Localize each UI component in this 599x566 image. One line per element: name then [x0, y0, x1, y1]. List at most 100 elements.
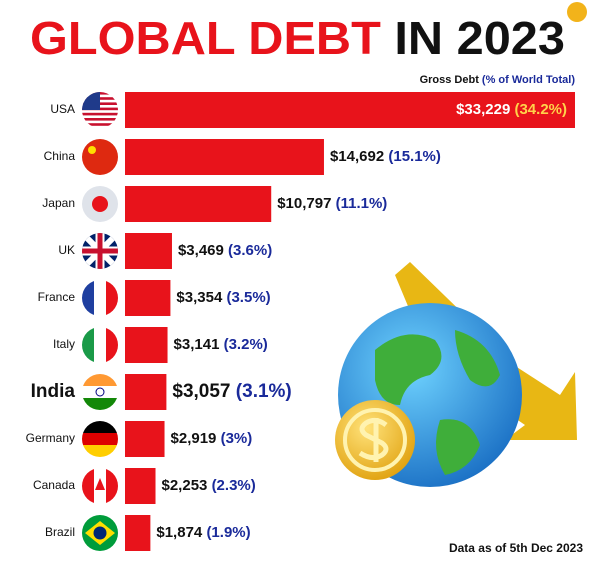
share-text: (11.1%): [336, 195, 388, 212]
flag: [82, 515, 118, 551]
value-text: $1,874: [156, 524, 203, 541]
flag-part: [94, 327, 106, 363]
share-text: (3.2%): [224, 336, 268, 353]
share-text: (15.1%): [388, 148, 441, 165]
flag-part: [82, 433, 118, 445]
share-text: (34.2%): [514, 101, 567, 118]
title-rest: IN 2023: [394, 12, 565, 64]
value-label: $33,229 (34.2%): [456, 101, 567, 118]
flag: [82, 327, 118, 363]
flag-part: [92, 196, 108, 212]
category-label: Canada: [33, 478, 75, 492]
bar: [125, 139, 324, 175]
category-label: Brazil: [45, 525, 75, 539]
category-label: France: [38, 290, 76, 304]
value-label: $14,692 (15.1%): [330, 148, 441, 165]
value-text: $14,692: [330, 148, 384, 165]
bar: [125, 515, 151, 551]
flag: [82, 374, 118, 410]
value-text: $3,354: [176, 289, 223, 306]
flag-inner: [82, 421, 118, 457]
category-label: India: [31, 381, 76, 402]
flag-inner: [82, 515, 118, 551]
flag-part: [82, 421, 118, 433]
flag: [82, 186, 118, 222]
flag-part: [82, 118, 118, 121]
value-label: $3,057 (3.1%): [172, 381, 291, 402]
decoration: [335, 2, 587, 487]
flag-part: [82, 398, 118, 410]
chart-title: GLOBAL DEBT IN 2023: [30, 12, 565, 64]
flag-part: [106, 468, 118, 504]
share-text: (3%): [221, 430, 253, 447]
bar: [125, 327, 168, 363]
share-text: (1.9%): [206, 524, 250, 541]
flag-part: [93, 526, 107, 540]
bar: [125, 421, 165, 457]
subtitle: Gross Debt (% of World Total): [420, 74, 576, 86]
flag-part: [95, 478, 105, 490]
value-label: $3,354 (3.5%): [176, 289, 270, 306]
flag-part: [106, 327, 118, 363]
value-text: $3,469: [178, 242, 224, 259]
share-text: (3.1%): [236, 381, 292, 402]
flag: [82, 280, 118, 316]
flag-part: [82, 123, 118, 126]
value-text: $10,797: [277, 195, 331, 212]
category-label: Germany: [26, 431, 75, 445]
flag-inner: [82, 186, 118, 222]
value-label: $1,874 (1.9%): [156, 524, 250, 541]
category-label: Japan: [42, 196, 75, 210]
flag: [82, 468, 118, 504]
flag: [82, 421, 118, 457]
flag-part: [82, 327, 94, 363]
flag-part: [82, 92, 100, 110]
flag-part: [82, 280, 94, 316]
flag-part: [82, 112, 118, 116]
flag-part: [106, 280, 118, 316]
flag-part: [82, 445, 118, 457]
value-label: $3,141 (3.2%): [174, 336, 268, 353]
flag: [82, 92, 118, 128]
flag-part: [88, 146, 96, 154]
value-label: $2,253 (2.3%): [162, 477, 256, 494]
value-text: $33,229: [456, 101, 510, 118]
flag: [82, 139, 118, 175]
bar: [125, 468, 156, 504]
subtitle-note: (% of World Total): [482, 74, 575, 86]
flag-part: [82, 233, 118, 269]
bar: [125, 186, 272, 222]
flag-inner: [82, 92, 118, 128]
flag: [82, 233, 118, 269]
subtitle-main: Gross Debt: [420, 74, 480, 86]
flag-part: [82, 374, 118, 386]
category-label: Italy: [53, 337, 75, 351]
category-label: China: [44, 149, 76, 163]
flag-inner: [82, 468, 118, 504]
bar: [125, 374, 167, 410]
value-text: $2,253: [162, 477, 208, 494]
share-text: (3.5%): [226, 289, 270, 306]
bar: [125, 92, 575, 128]
value-text: $3,057: [172, 381, 230, 402]
category-label: UK: [58, 243, 75, 257]
value-label: $3,469 (3.6%): [178, 242, 272, 259]
share-text: (2.3%): [212, 477, 256, 494]
flag-part: [82, 386, 118, 398]
bar: [125, 280, 171, 316]
value-label: $2,919 (3%): [171, 430, 253, 447]
flag-inner: [82, 233, 118, 269]
value-text: $2,919: [171, 430, 217, 447]
flag-part: [82, 468, 94, 504]
title-main: GLOBAL DEBT: [30, 12, 381, 64]
flag-inner: [82, 374, 118, 410]
bar: [125, 233, 172, 269]
value-text: $3,141: [174, 336, 220, 353]
value-label: $10,797 (11.1%): [277, 195, 387, 212]
flag-inner: [82, 280, 118, 316]
share-text: (3.6%): [228, 242, 272, 259]
category-label: USA: [50, 102, 75, 116]
note: Data as of 5th Dec 2023: [449, 541, 583, 555]
flag-inner: [82, 327, 118, 363]
